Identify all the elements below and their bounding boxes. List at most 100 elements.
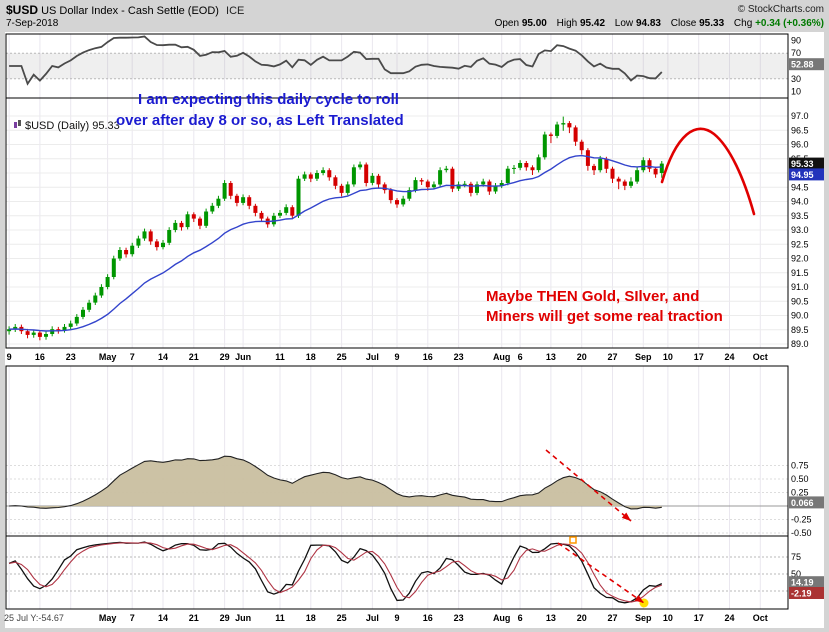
svg-text:91.5: 91.5 xyxy=(791,268,809,278)
svg-text:18: 18 xyxy=(306,352,316,362)
svg-text:91.0: 91.0 xyxy=(791,282,809,292)
close-label: Close xyxy=(670,18,697,29)
svg-text:May: May xyxy=(99,352,117,362)
axis-value-box xyxy=(789,496,824,509)
svg-text:96.0: 96.0 xyxy=(791,140,809,150)
svg-text:23: 23 xyxy=(454,613,464,623)
copyright-link[interactable]: © StockCharts.com xyxy=(737,4,824,15)
axis-value-box xyxy=(789,587,824,599)
high-label: High xyxy=(556,18,578,29)
chg-value: +0.34 (+0.36%) xyxy=(755,18,824,29)
svg-text:14.19: 14.19 xyxy=(791,578,814,588)
svg-text:94.5: 94.5 xyxy=(791,182,809,192)
svg-text:16: 16 xyxy=(423,613,433,623)
svg-text:23: 23 xyxy=(66,352,76,362)
oscillator-area xyxy=(9,456,662,509)
down-arrow-oscillator xyxy=(545,449,632,522)
svg-text:29: 29 xyxy=(220,613,230,623)
svg-text:-0.50: -0.50 xyxy=(791,528,812,538)
svg-text:97.0: 97.0 xyxy=(791,111,809,121)
svg-text:27: 27 xyxy=(607,352,617,362)
svg-text:-0.25: -0.25 xyxy=(791,515,812,525)
svg-text:-2.19: -2.19 xyxy=(791,589,812,599)
instrument-name: US Dollar Index - Cash Settle (EOD) xyxy=(41,5,219,17)
svg-text:Jul: Jul xyxy=(366,613,379,623)
svg-text:May: May xyxy=(99,613,117,623)
low-value: 94.83 xyxy=(635,18,661,29)
annotation-coordinate-readout: 25 Jul Y:-54.67 xyxy=(4,613,64,623)
svg-text:14: 14 xyxy=(158,613,168,623)
svg-text:7: 7 xyxy=(130,613,135,623)
svg-text:6: 6 xyxy=(518,613,523,623)
svg-text:0.75: 0.75 xyxy=(791,461,809,471)
svg-text:75: 75 xyxy=(791,552,801,562)
svg-text:27: 27 xyxy=(607,613,617,623)
series-label: $USD (Daily) 95.33 xyxy=(13,119,120,132)
chg-label: Chg xyxy=(733,18,753,29)
svg-text:16: 16 xyxy=(423,352,433,362)
svg-text:17: 17 xyxy=(694,352,704,362)
svg-text:50: 50 xyxy=(791,569,801,579)
svg-text:Aug: Aug xyxy=(493,613,511,623)
svg-text:24: 24 xyxy=(724,352,734,362)
svg-text:0.25: 0.25 xyxy=(791,488,809,498)
low-label: Low xyxy=(614,18,634,29)
svg-text:Sep: Sep xyxy=(635,352,652,362)
svg-text:29: 29 xyxy=(220,352,230,362)
svg-text:16: 16 xyxy=(35,352,45,362)
axis-value-box xyxy=(789,58,824,71)
svg-text:13: 13 xyxy=(546,613,556,623)
svg-text:11: 11 xyxy=(275,352,285,362)
svg-text:Sep: Sep xyxy=(635,613,652,623)
svg-text:90.0: 90.0 xyxy=(791,311,809,321)
svg-text:24: 24 xyxy=(724,613,734,623)
projection-arc xyxy=(660,127,756,216)
axis-value-box xyxy=(789,157,824,170)
svg-text:13: 13 xyxy=(546,352,556,362)
svg-text:25: 25 xyxy=(337,352,347,362)
svg-text:9: 9 xyxy=(394,613,399,623)
svg-text:Jul: Jul xyxy=(366,352,379,362)
symbol-label: $USD xyxy=(6,3,39,17)
high-value: 95.42 xyxy=(579,18,606,29)
ma-line xyxy=(9,154,662,332)
svg-text:20: 20 xyxy=(577,352,587,362)
svg-text:93.5: 93.5 xyxy=(791,211,809,221)
svg-text:94.95: 94.95 xyxy=(791,170,814,180)
svg-text:90: 90 xyxy=(791,35,801,45)
svg-text:9: 9 xyxy=(394,352,399,362)
svg-text:20: 20 xyxy=(577,613,587,623)
axis-value-box xyxy=(789,576,824,589)
svg-text:Jun: Jun xyxy=(235,352,251,362)
svg-text:92.0: 92.0 xyxy=(791,254,809,264)
svg-text:30: 30 xyxy=(791,74,801,84)
svg-text:6: 6 xyxy=(518,352,523,362)
chart-header: $USD US Dollar Index - Cash Settle (EOD)… xyxy=(6,3,244,17)
svg-text:10: 10 xyxy=(663,352,673,362)
svg-text:93.0: 93.0 xyxy=(791,225,809,235)
svg-text:89.0: 89.0 xyxy=(791,339,809,349)
svg-text:Oct: Oct xyxy=(753,613,768,623)
svg-text:Oct: Oct xyxy=(753,352,768,362)
svg-text:21: 21 xyxy=(189,352,199,362)
exchange-label: ICE xyxy=(226,5,245,17)
svg-text:9: 9 xyxy=(7,352,12,362)
stoch-d-line xyxy=(8,542,662,603)
upper-momentum-line xyxy=(9,35,663,86)
svg-text:14: 14 xyxy=(158,352,168,362)
svg-text:70: 70 xyxy=(791,48,801,58)
ohlc-quote: Open 95.00 High 95.42 Low 94.83 Close 95… xyxy=(488,18,824,29)
svg-text:23: 23 xyxy=(454,352,464,362)
svg-text:10: 10 xyxy=(663,613,673,623)
svg-text:25: 25 xyxy=(337,613,347,623)
svg-text:7: 7 xyxy=(130,352,135,362)
annotation-blue-line1: I am expecting this daily cycle to roll xyxy=(138,91,399,108)
annotation-blue-line2: over after day 8 or so, as Left Translat… xyxy=(116,112,404,129)
svg-text:94.0: 94.0 xyxy=(791,197,809,207)
svg-text:95.33: 95.33 xyxy=(791,159,814,169)
svg-text:0.066: 0.066 xyxy=(791,498,814,508)
svg-text:89.5: 89.5 xyxy=(791,325,809,335)
svg-text:90.5: 90.5 xyxy=(791,296,809,306)
